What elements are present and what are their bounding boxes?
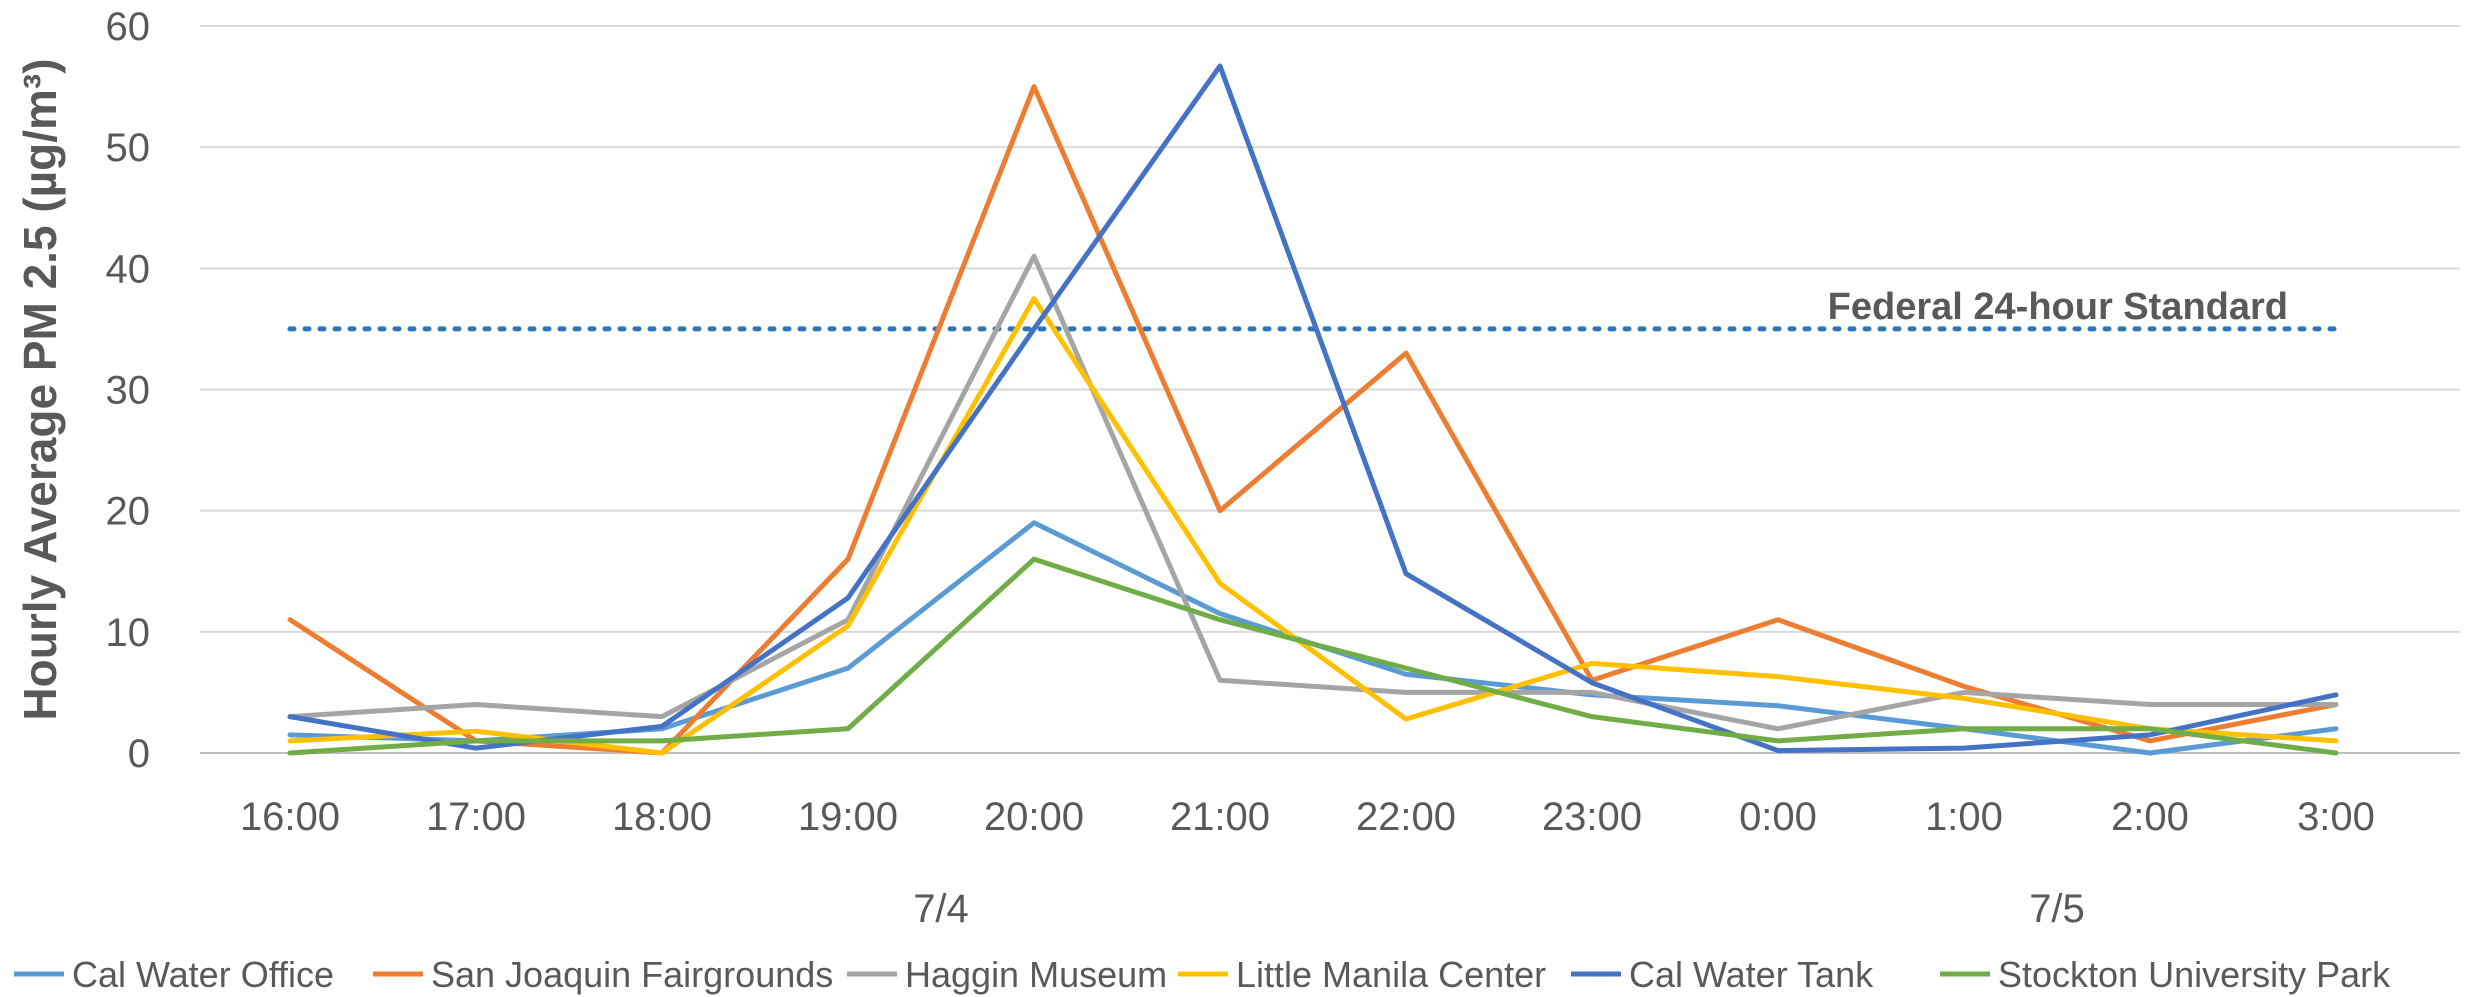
y-tick-label: 30 — [106, 369, 151, 413]
y-axis-title: Hourly Average PM 2.5 (µg/m³) — [14, 58, 66, 720]
series-lines — [287, 63, 2339, 756]
series-line-little-manila-center — [287, 296, 2339, 756]
legend-label: Cal Water Office — [72, 954, 334, 995]
x-tick-label: 3:00 — [2297, 795, 2375, 839]
x-tick-label: 22:00 — [1356, 795, 1456, 839]
series-line-stockton-university-park — [287, 556, 2339, 756]
y-tick-label: 10 — [106, 611, 151, 655]
federal-standard-label: Federal 24-hour Standard — [1828, 286, 2288, 328]
legend-label: Stockton University Park — [1998, 954, 2391, 995]
x-tick-label: 18:00 — [612, 795, 712, 839]
series-line-cal-water-tank — [287, 63, 2339, 754]
y-tick-label: 60 — [106, 5, 151, 49]
x-tick-label: 19:00 — [798, 795, 898, 839]
date-label: 7/4 — [913, 887, 969, 931]
legend-label: San Joaquin Fairgrounds — [431, 954, 833, 995]
y-tick-label: 50 — [106, 126, 151, 170]
y-tick-label: 0 — [128, 732, 150, 776]
legend-label: Little Manila Center — [1236, 954, 1546, 995]
x-tick-label: 0:00 — [1739, 795, 1817, 839]
x-tick-labels: 16:00 17:00 18:00 19:00 20:00 21:00 22:00 23:00… — [240, 795, 2375, 839]
y-tick-labels: 0 10 20 30 40 50 60 — [106, 5, 151, 776]
x-tick-label: 23:00 — [1542, 795, 1642, 839]
series-line-haggin-museum — [287, 253, 2339, 732]
legend: Cal Water Office San Joaquin Fairgrounds H… — [14, 954, 2391, 995]
x-tick-label: 1:00 — [1925, 795, 2003, 839]
x-tick-label: 17:00 — [426, 795, 526, 839]
legend-label: Haggin Museum — [905, 954, 1167, 995]
x-tick-label: 20:00 — [984, 795, 1084, 839]
date-labels: 7/4 7/5 — [913, 887, 2085, 931]
x-tick-label: 16:00 — [240, 795, 340, 839]
y-tick-label: 20 — [106, 490, 151, 534]
date-label: 7/5 — [2029, 887, 2085, 931]
x-tick-label: 21:00 — [1170, 795, 1270, 839]
x-tick-label: 2:00 — [2111, 795, 2189, 839]
legend-label: Cal Water Tank — [1629, 954, 1874, 995]
series-line-cal-water-office — [287, 520, 2339, 756]
gridlines — [200, 25, 2460, 754]
y-tick-label: 40 — [106, 247, 151, 291]
